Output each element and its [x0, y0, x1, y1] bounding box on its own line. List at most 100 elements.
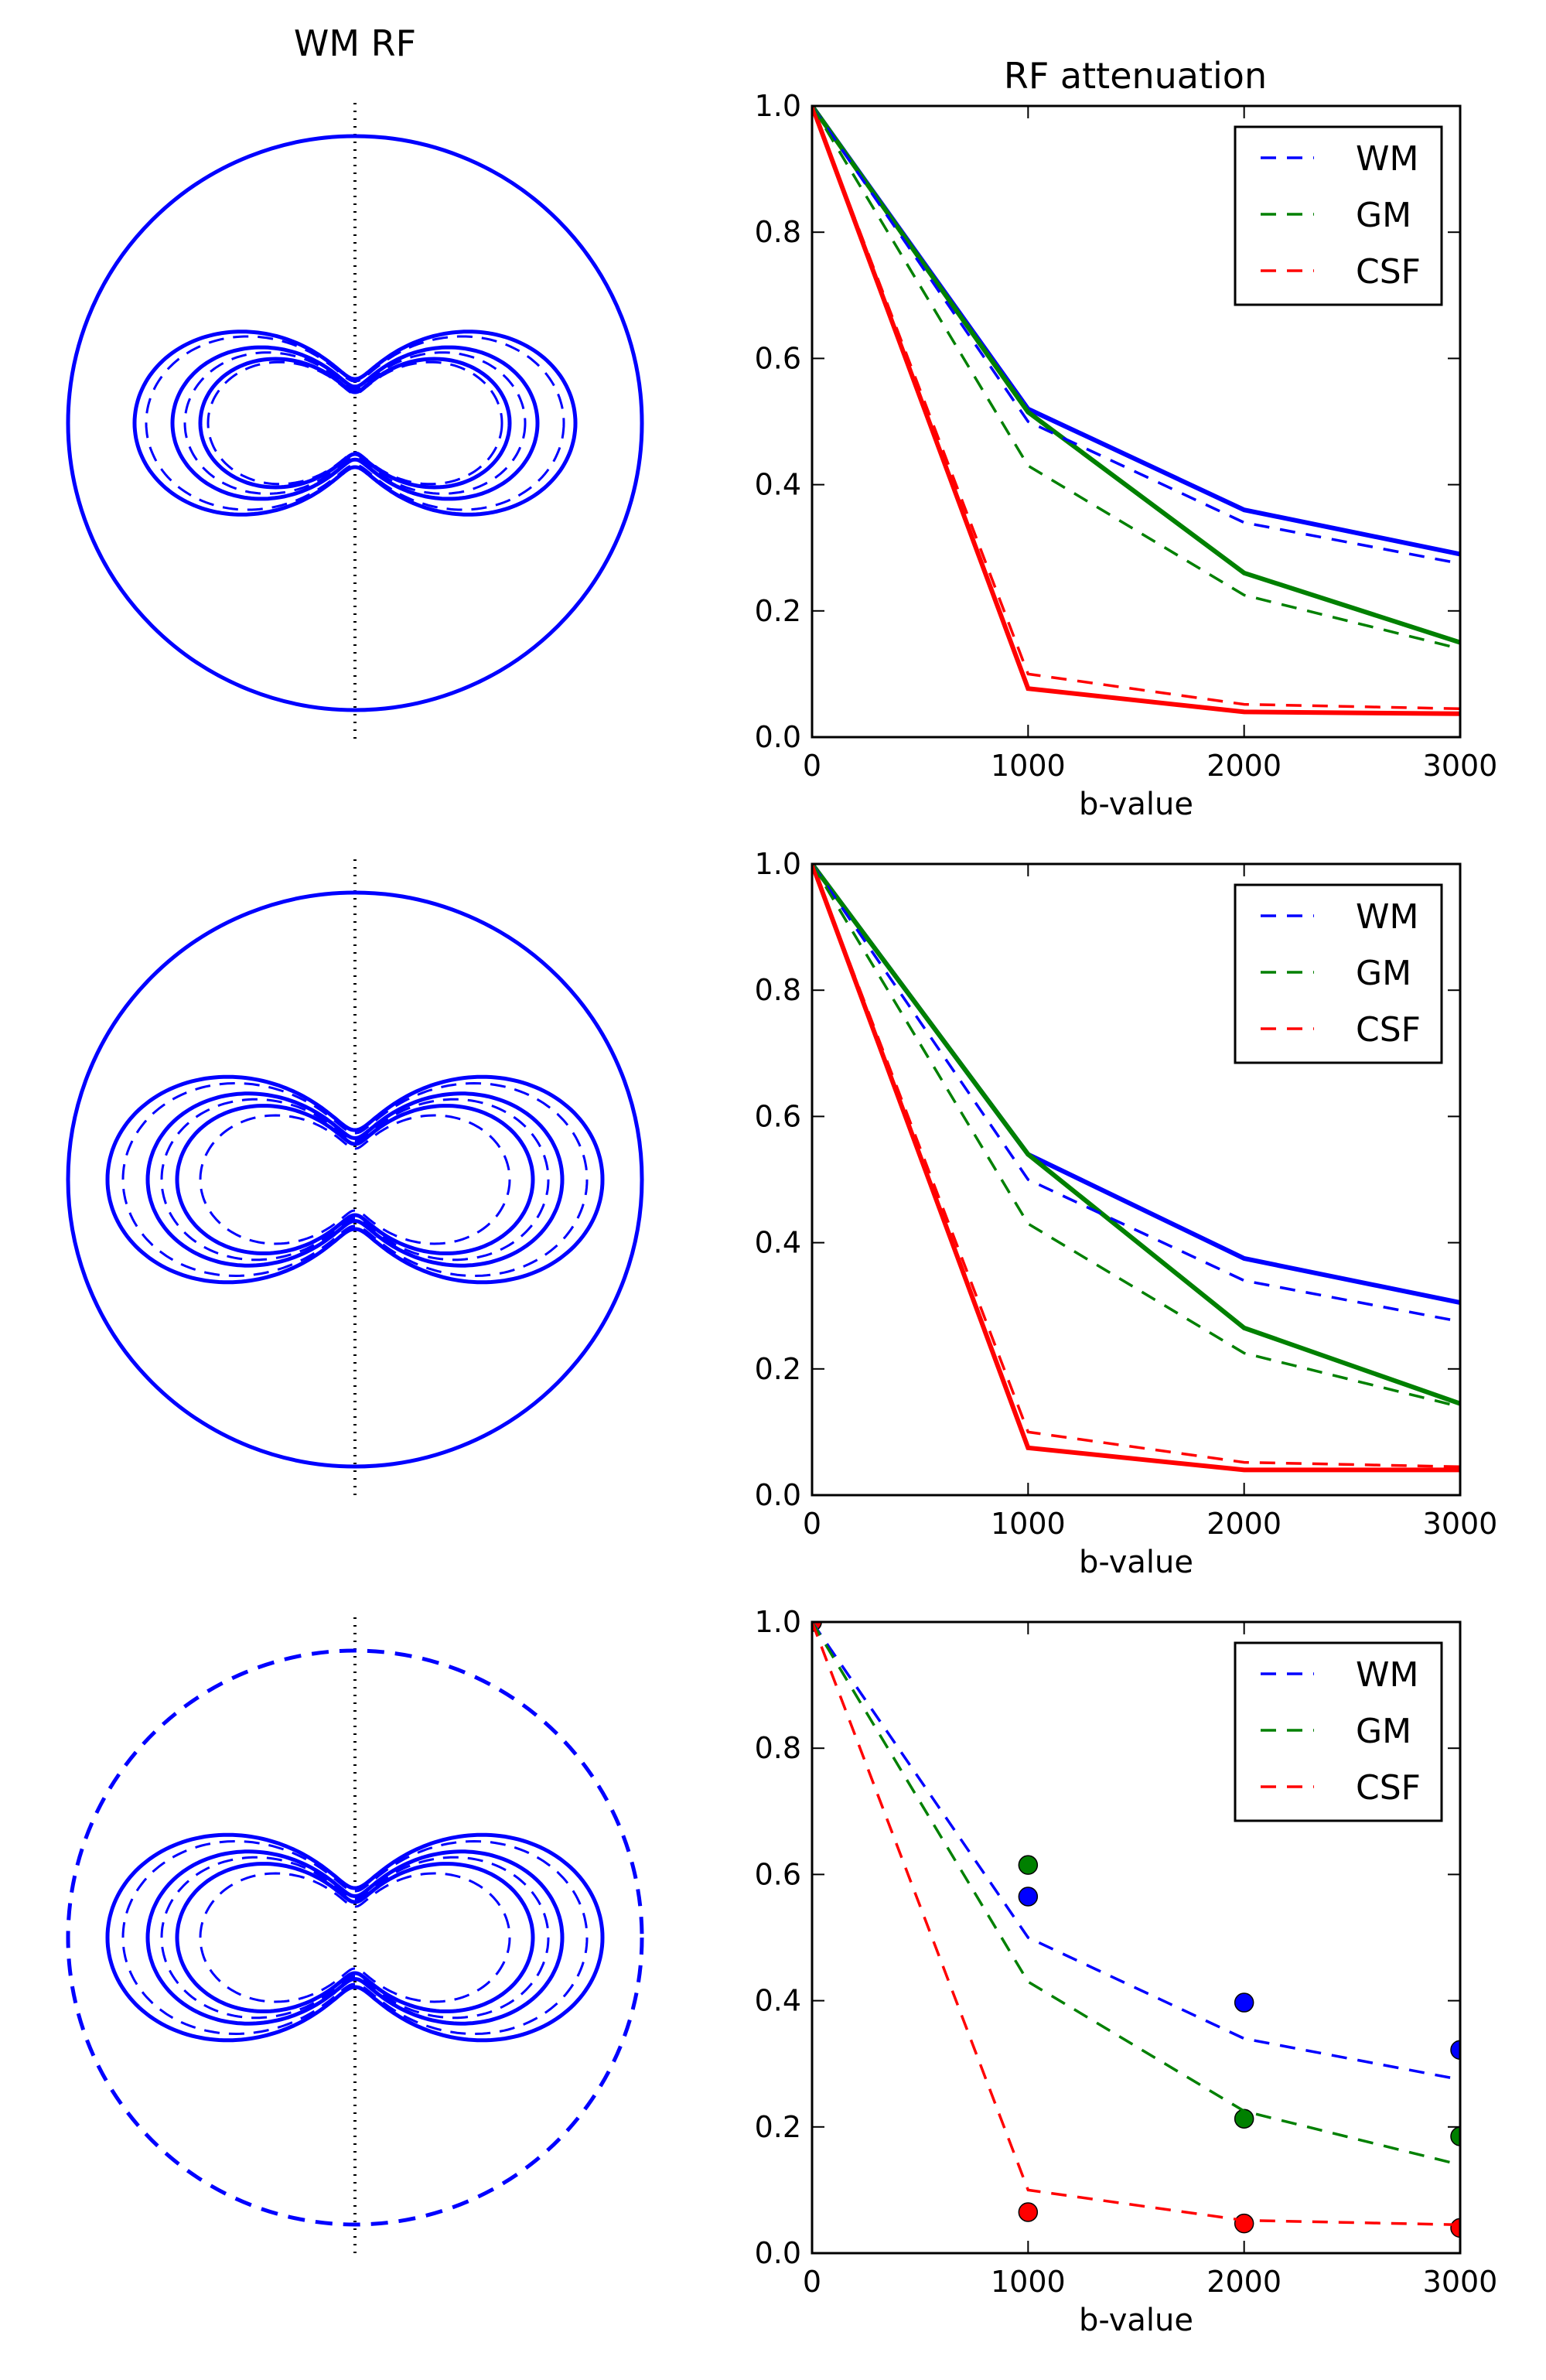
- series-group: [812, 106, 1460, 716]
- x-tick-label: 0: [803, 2265, 821, 2299]
- data-point-wm: [1450, 2040, 1460, 2060]
- response-shell-curve: [175, 1104, 535, 1255]
- legend-label-csf: CSF: [1356, 252, 1421, 292]
- series-line-wm-dashed: [812, 1622, 1460, 2081]
- data-point-wm: [1018, 1887, 1039, 1907]
- attenuation-chart-1: 0 1000 2000 3000 0.0 0.2 0.4 0.6 0.8 1.0 b-value WM…: [755, 89, 1498, 822]
- series-group: [812, 864, 1460, 1473]
- data-point-gm: [1450, 2126, 1460, 2146]
- y-tick-label: 0.8: [755, 973, 801, 1007]
- x-tick-label: 2000: [1206, 2265, 1282, 2299]
- plot-frame: [811, 1620, 1462, 2255]
- y-tick-label: 0.2: [755, 2110, 801, 2144]
- legend-label-gm: GM: [1356, 196, 1411, 235]
- series-line-csf-solid: [812, 106, 1460, 716]
- legend-label-wm: WM: [1356, 139, 1418, 179]
- y-tick-label: 0.2: [755, 1352, 801, 1386]
- legend: WM GM CSF: [1234, 883, 1443, 1064]
- x-tick-label: 1000: [991, 2265, 1066, 2299]
- x-tick-label: 3000: [1423, 749, 1498, 783]
- polar-plot-1: [66, 103, 644, 743]
- series-line-gm-solid: [812, 106, 1460, 645]
- b0-shell-circle: [66, 1648, 644, 2227]
- polar-plot-2: [66, 859, 644, 1500]
- series-line-wm-dashed: [812, 864, 1460, 1323]
- y-tick-label: 1.0: [755, 89, 801, 123]
- x-axis-label: b-value: [1079, 1545, 1193, 1580]
- x-axis-label: b-value: [1079, 787, 1193, 822]
- plot-frame: [811, 862, 1462, 1497]
- right-column-title: RF attenuation: [1004, 55, 1267, 97]
- b0-shell-circle: [66, 134, 644, 712]
- reference-shell-curve: [183, 351, 527, 495]
- legend-label-gm: GM: [1356, 954, 1411, 993]
- b0-shell-circle: [66, 890, 644, 1469]
- data-point-gm: [1234, 2109, 1254, 2129]
- data-point-csf: [1450, 2218, 1460, 2238]
- series-line-csf-solid: [812, 864, 1460, 1473]
- series-line-csf-dashed: [812, 106, 1460, 711]
- legend: WM GM CSF: [1234, 125, 1443, 306]
- series-line-csf-dashed: [812, 864, 1460, 1469]
- response-shell-curve: [132, 330, 578, 517]
- y-tick-label: 1.0: [755, 847, 801, 881]
- x-tick-label: 2000: [1206, 749, 1282, 783]
- y-tick-label: 0.8: [755, 1731, 801, 1765]
- left-column-title: WM RF: [294, 22, 416, 64]
- response-shell-curve: [198, 357, 512, 490]
- y-tick-label: 0.0: [755, 1478, 801, 1512]
- legend-label-csf: CSF: [1356, 1010, 1421, 1050]
- data-point-gm: [1018, 1855, 1039, 1875]
- x-tick-label: 1000: [991, 749, 1066, 783]
- reference-shell-curve: [199, 1114, 511, 1245]
- attenuation-chart-3: 0 1000 2000 3000 0.0 0.2 0.4 0.6 0.8 1.0 b-value WM…: [755, 1605, 1498, 2338]
- data-point-wm: [1234, 1992, 1254, 2013]
- response-shell-curve: [105, 1832, 605, 2043]
- legend-label-csf: CSF: [1356, 1768, 1421, 1808]
- data-point-csf: [1234, 2213, 1254, 2234]
- response-shell-curve: [175, 1862, 535, 2013]
- reference-shell-curve: [145, 335, 565, 511]
- reference-shell-curve: [206, 360, 503, 486]
- x-axis-label: b-value: [1079, 2303, 1193, 2338]
- x-tick-label: 0: [803, 749, 821, 783]
- y-tick-label: 0.6: [755, 1857, 801, 1891]
- x-tick-label: 2000: [1206, 1507, 1282, 1541]
- reference-shell-curve: [121, 1081, 589, 1278]
- data-point-csf: [1018, 2202, 1039, 2222]
- series-line-csf-dashed: [812, 1622, 1460, 2227]
- series-line-wm-dashed: [812, 106, 1460, 565]
- x-tick-label: 3000: [1423, 1507, 1498, 1541]
- series-group: [812, 1622, 1460, 2238]
- reference-shell-curve: [121, 1839, 589, 2036]
- reference-shell-curve: [199, 1872, 511, 2003]
- attenuation-chart-2: 0 1000 2000 3000 0.0 0.2 0.4 0.6 0.8 1.0 b-value WM…: [755, 847, 1498, 1580]
- legend-label-wm: WM: [1356, 1655, 1418, 1695]
- response-shell-curve: [145, 1091, 565, 1268]
- y-tick-label: 0.0: [755, 720, 801, 754]
- response-shell-curve: [145, 1849, 565, 2026]
- legend-label-gm: GM: [1356, 1712, 1411, 1751]
- y-tick-label: 0.6: [755, 1099, 801, 1133]
- y-tick-label: 0.6: [755, 341, 801, 375]
- polar-plot-3: [66, 1617, 644, 2258]
- reference-shell-curve: [160, 1856, 550, 2020]
- y-tick-label: 0.0: [755, 2236, 801, 2270]
- response-shell-curve: [105, 1074, 605, 1285]
- series-line-gm-solid: [812, 864, 1460, 1406]
- x-tick-label: 1000: [991, 1507, 1066, 1541]
- response-shell-curve: [170, 345, 540, 501]
- y-tick-label: 0.4: [755, 1984, 801, 2018]
- y-tick-label: 1.0: [755, 1605, 801, 1639]
- legend-label-wm: WM: [1356, 897, 1418, 937]
- y-tick-label: 0.4: [755, 1226, 801, 1260]
- y-tick-label: 0.2: [755, 594, 801, 628]
- y-tick-label: 0.8: [755, 215, 801, 249]
- y-tick-label: 0.4: [755, 468, 801, 502]
- reference-shell-curve: [160, 1098, 550, 1262]
- legend: WM GM CSF: [1234, 1641, 1443, 1822]
- plot-frame: [811, 104, 1462, 739]
- x-tick-label: 0: [803, 1507, 821, 1541]
- x-tick-label: 3000: [1423, 2265, 1498, 2299]
